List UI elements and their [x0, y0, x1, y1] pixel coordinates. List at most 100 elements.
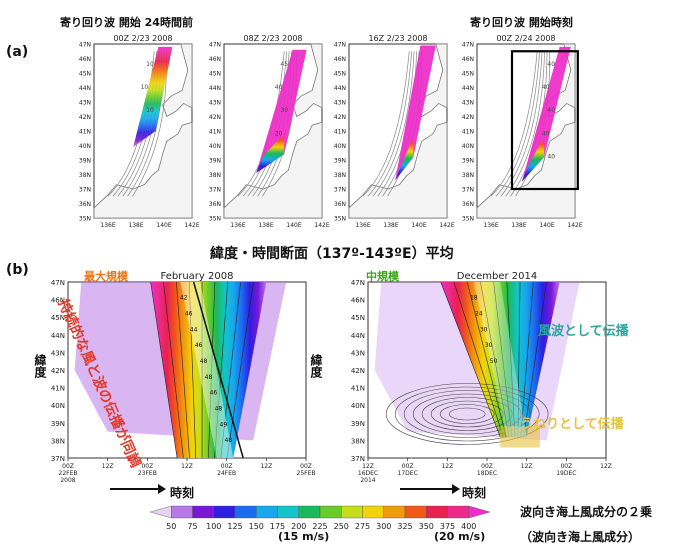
lat-tick-label: 47N: [79, 42, 91, 49]
lat-tick-label: 44N: [351, 332, 365, 340]
land-honshu: [476, 121, 576, 219]
lat-tick-label: 43N: [79, 100, 91, 107]
time-tick-label: 12Z: [362, 463, 374, 470]
contour-line: [362, 51, 410, 197]
lat-tick-label: 41N: [51, 385, 65, 393]
contour-label: 48: [215, 405, 223, 412]
contour-label: 49: [220, 421, 228, 428]
lat-tick-label: 46N: [462, 56, 474, 63]
time-tick-label: 00Z: [221, 463, 233, 470]
contour-line: [226, 281, 254, 459]
contour-label: 48: [200, 358, 208, 365]
time-tick-label: 00Z: [560, 463, 572, 470]
lat-tick-label: 39N: [334, 158, 346, 165]
time-arrow-2: [400, 488, 454, 490]
colorbar-segment: [171, 505, 193, 519]
map-panel-4: 40 40 40 40 40 00Z 2/24 2008 35N 36N 37N 38N 39N 40…: [462, 34, 583, 229]
lat-tick-label: 39N: [51, 420, 65, 428]
lat-tick-label: 39N: [79, 158, 91, 165]
chart-title: February 2008: [161, 271, 234, 282]
time-tick-label: 12Z: [521, 463, 533, 470]
contour-label: 44: [190, 326, 198, 333]
lat-tick-label: 44N: [51, 332, 65, 340]
contour-label: 10: [146, 107, 154, 114]
colorbar-segment: [404, 505, 427, 519]
contour-label: 18: [470, 295, 478, 302]
lat-tick-label: 46N: [51, 297, 65, 305]
map-title: 00Z 2/24 2008: [496, 34, 555, 43]
contour-label: 46: [185, 310, 193, 317]
time-tick-label: 00Z: [141, 463, 153, 470]
contour-line: [480, 281, 510, 437]
lat-tick-label: 42N: [334, 114, 346, 121]
contour-line: [453, 281, 504, 437]
lat-tick-label: 47N: [334, 42, 346, 49]
colorbar-title: 波向き海上風成分の２乗: [520, 505, 653, 519]
lat-tick-label: 36N: [462, 201, 474, 208]
panel-b-label: (b): [6, 262, 29, 278]
hovmoller-dec-2014: 18 24 30 30 50 December 2014 37N 38N 39N 40N 41N 42…: [351, 271, 612, 484]
swell-contour: [394, 386, 540, 442]
time-tick-label: 00Z: [481, 463, 493, 470]
lat-tick-label: 47N: [209, 42, 221, 49]
colorbar-tick-label: 75: [187, 522, 197, 531]
contour-line: [500, 51, 543, 197]
contour-line: [220, 281, 241, 459]
colorbar-segment: [149, 505, 172, 519]
lon-tick-label: 140E: [286, 222, 301, 229]
lat-tick-label: 45N: [79, 71, 91, 78]
time-axis-label-2: 時刻: [462, 486, 487, 500]
colorbar-segment: [234, 505, 257, 519]
time-arrowhead-1: [158, 484, 166, 494]
map-title: 00Z 2/23 2008: [113, 34, 172, 43]
lat-tick-label: 35N: [334, 216, 346, 223]
lat-tick-label: 37N: [351, 455, 365, 463]
lat-tick-label: 35N: [209, 216, 221, 223]
colorbar-segment: [341, 505, 363, 519]
propagation-line: [192, 281, 244, 459]
lat-axis-label-1: 緯度: [33, 354, 47, 378]
contour-label: 24: [475, 310, 483, 317]
colorbar-segment: [383, 505, 406, 519]
time-tick-label: 12Z: [441, 463, 453, 470]
lat-tick-label: 45N: [334, 71, 346, 78]
swell-contour: [430, 400, 504, 428]
wind-wave-annotation: 風波として伝播: [538, 324, 629, 339]
contour-label: 46: [210, 390, 218, 397]
lat-tick-label: 43N: [209, 100, 221, 107]
colorbar-segment: [362, 505, 384, 519]
swell-annotation: うねりとして伝播: [520, 417, 624, 432]
time-tick-label: 00Z: [300, 463, 312, 470]
lat-tick-label: 43N: [334, 100, 346, 107]
colorbar-tick-label: 200: [291, 522, 306, 531]
lat-tick-label: 43N: [351, 349, 365, 357]
colorbar-subtitle: （波向き海上風成分）: [520, 530, 641, 544]
lat-tick-label: 41N: [79, 129, 91, 136]
wave-band-tail: [521, 136, 545, 182]
contour-line: [163, 281, 184, 459]
colorbar-tick-label: 250: [334, 522, 349, 531]
lon-tick-label: 138E: [258, 222, 273, 229]
region-box: [510, 50, 579, 191]
lat-tick-label: 44N: [209, 85, 221, 92]
contour-label: 30: [280, 107, 288, 114]
contour-line: [466, 281, 507, 437]
lat-tick-label: 40N: [209, 143, 221, 150]
onset-before-label: 寄り回り波 開始 24時間前: [60, 16, 193, 29]
map-panel-1: 10 10 10 00Z 2/23 2008 35N 36N 37N 38N 39N 40N 41N…: [79, 34, 200, 229]
lat-tick-label: 47N: [351, 279, 365, 287]
lat-tick-label: 47N: [51, 279, 65, 287]
lat-tick-label: 40N: [51, 402, 65, 410]
hovmoller-feb-2008: 42 46 44 46 48 48 46 48 49 48 February 2008 37N 38N 3…: [51, 271, 316, 484]
land-hokkaido: [162, 43, 193, 118]
contour-line: [490, 51, 538, 197]
time-tick-label: 17DEC: [398, 470, 418, 477]
contour-label: 46: [195, 342, 203, 349]
contour-line: [520, 281, 534, 437]
contour-line: [214, 281, 229, 459]
lat-tick-label: 44N: [462, 85, 474, 92]
lat-tick-label: 38N: [51, 437, 65, 445]
time-tick-label: 18DEC: [477, 470, 497, 477]
land-honshu: [348, 121, 448, 219]
time-tick-label: 22FEB: [59, 470, 78, 477]
